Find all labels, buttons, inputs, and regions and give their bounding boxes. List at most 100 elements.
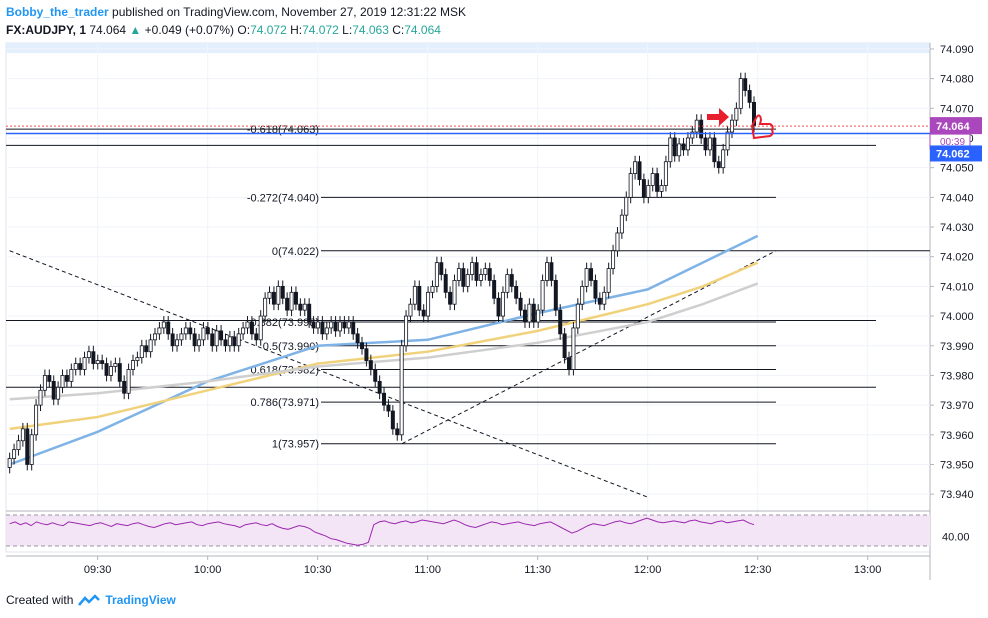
candle-body [333,321,338,332]
candle [514,280,519,305]
candle [373,363,378,388]
candle [60,369,65,394]
candle [690,126,695,144]
candle [699,114,704,144]
author-name[interactable]: Bobby_the_trader [6,5,109,19]
candle-body [86,351,91,359]
candle-body [100,360,105,364]
candle-body [637,161,642,180]
candle [368,354,373,376]
candle-body [95,360,100,364]
candle-body [219,330,224,341]
candle [219,324,224,346]
dashed-trendline[interactable] [9,250,648,498]
candle [721,143,726,174]
candle [611,244,616,275]
candle-body [368,360,373,370]
candle-body [611,250,616,269]
candle-body [183,327,188,335]
candle-body [712,137,717,163]
candle-body [271,291,276,305]
candle [500,286,505,323]
trendlines[interactable] [9,250,777,498]
candle-body [276,285,281,305]
candle-body [324,327,329,335]
candle-body [78,363,83,370]
chart-header-publication: Bobby_the_trader published on TradingVie… [6,5,466,19]
candle [663,155,668,192]
candle [161,316,166,334]
level-label-box [930,145,982,162]
price-label-box [930,117,982,135]
candle-body [34,404,39,436]
candle [135,351,140,367]
candle-body [641,179,646,198]
candle-body [245,321,250,329]
candle [104,357,109,382]
symbol-label[interactable]: FX:AUDJPY, 1 [6,23,87,37]
candle [448,286,453,311]
candle [562,327,567,364]
candle-body [210,333,215,347]
time-tick-label: 11:00 [414,564,441,576]
candle-body [236,333,241,347]
candle-body [672,137,677,157]
candle [42,369,47,397]
tradingview-brand[interactable]: TradingView [105,593,176,607]
candle-body [170,333,175,347]
candle [38,384,43,412]
candle [360,336,365,355]
candle-body [153,333,158,341]
candle-body [249,321,254,335]
time-axis[interactable]: 09:30 10:00 10:30 11:00 11:30 12:00 12:30 13:00 [84,556,882,576]
candle-body [113,363,118,367]
candle [602,286,607,311]
candle [544,256,549,287]
candle [351,316,356,340]
candle [404,310,409,352]
candle-body [417,285,422,311]
candle-body [373,369,378,382]
candle [505,268,510,299]
candle [73,357,78,376]
candle-body [465,274,470,287]
candle [25,422,30,471]
price-tick-label: 73.960 [940,430,974,442]
candle [434,256,439,293]
time-tick-label: 10:30 [304,564,332,576]
candle-body [342,321,347,329]
price-tick-label: 74.050 [940,163,974,175]
candle [47,369,52,388]
candle-body [681,143,686,151]
candle-body [320,321,325,335]
last-price: 74.064 [89,23,127,37]
candle-body [7,458,12,468]
candle-body [38,389,43,406]
candle [201,322,206,346]
candle [197,333,202,352]
time-tick-label: 10:00 [194,564,222,576]
candle-body [553,280,558,311]
rsi-band [6,515,930,546]
candle-body [346,321,351,329]
candle-body [544,262,549,281]
candle [474,256,479,287]
candle-body [139,345,144,359]
candle-body [597,297,602,305]
candle [465,268,470,293]
candle-body [452,280,457,305]
up-arrow-icon: ▲ [129,23,142,37]
candle [86,345,91,364]
candle-body [56,386,61,400]
fib-level-label: 0.5(73.990) [263,341,319,353]
fib-level-label: -0.272(74.040) [247,192,319,204]
price-axis[interactable]: 74.09074.08074.07074.06074.05074.04074.0… [929,44,982,501]
rsi-level-label: 40.00 [942,532,970,544]
fib-level-label: 0.786(73.971) [251,397,320,409]
candle-body [104,363,109,376]
candle-body [580,285,585,305]
candle [743,72,748,97]
candle [615,227,620,257]
candle [408,298,413,323]
